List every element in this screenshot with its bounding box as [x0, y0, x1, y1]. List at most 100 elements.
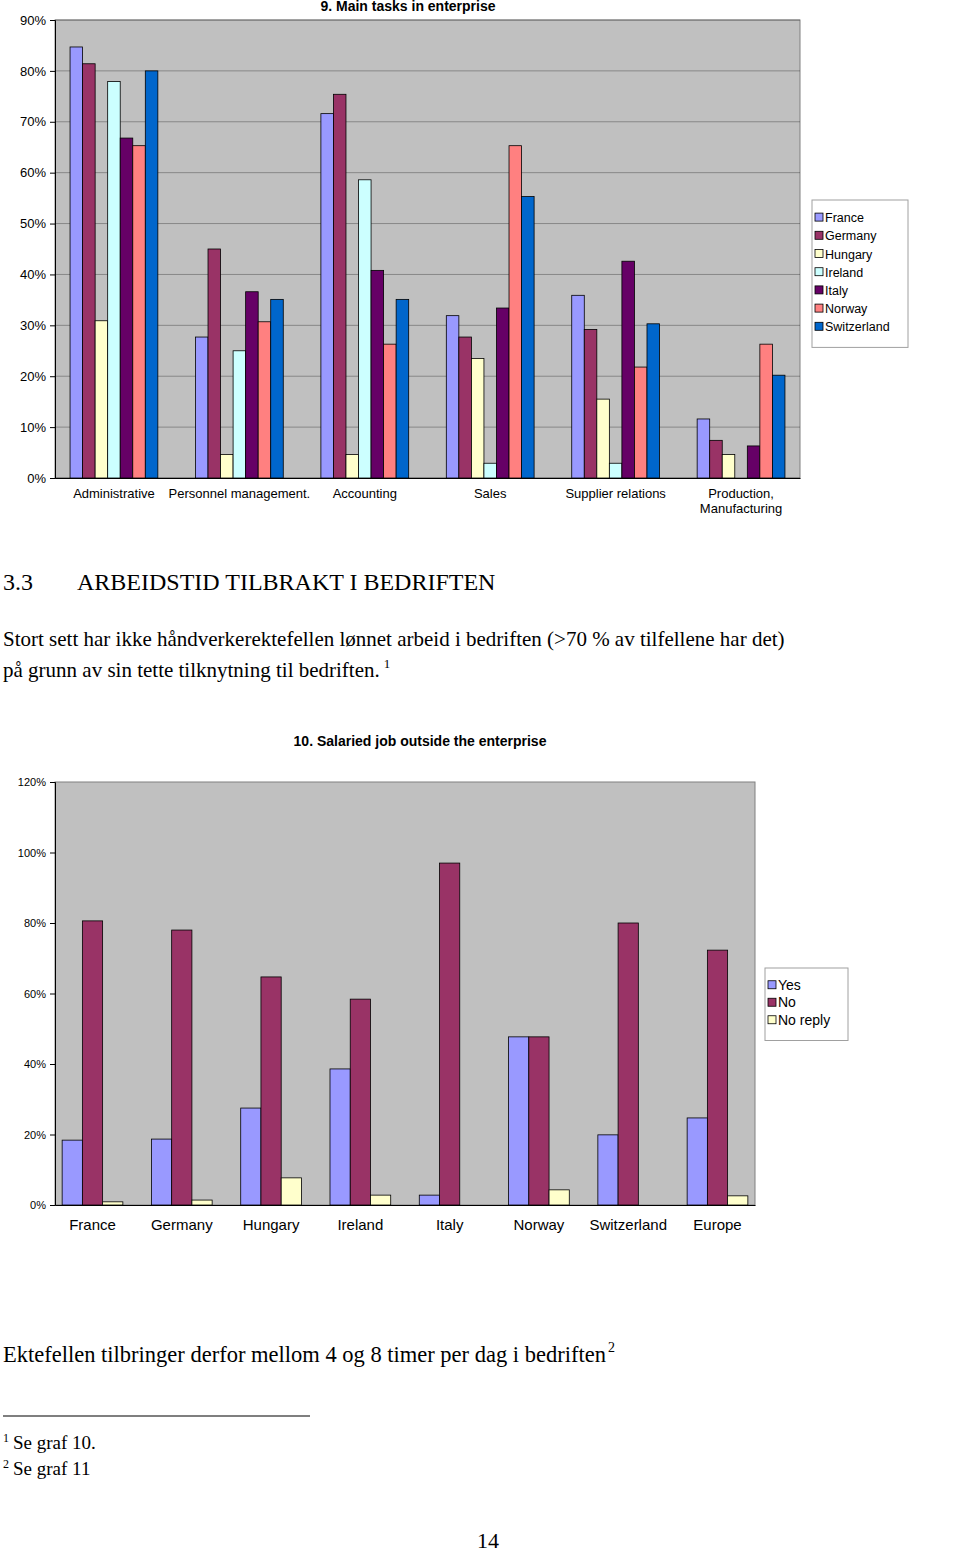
bars: [62, 863, 748, 1205]
bar: [70, 47, 83, 478]
bar: [597, 399, 610, 478]
tick-label: 30%: [20, 318, 46, 333]
legend-label: Germany: [825, 229, 877, 243]
legend-label: Norway: [825, 302, 868, 316]
legend-swatch: [768, 998, 776, 1006]
tick-mark: [50, 71, 55, 72]
legend-label: No reply: [778, 1012, 830, 1028]
tick: 90%: [20, 13, 55, 28]
tick-mark: [50, 427, 55, 428]
bar: [83, 64, 96, 478]
tick: 60%: [24, 988, 55, 1000]
tick: 20%: [20, 369, 55, 384]
bar: [246, 292, 259, 478]
tick-label: 60%: [24, 988, 46, 1000]
grid-line: [55, 223, 800, 224]
tick-mark: [50, 376, 55, 377]
legend-label: France: [825, 211, 864, 225]
y-axis: 0%20%40%60%80%100%120%: [18, 776, 56, 1211]
bar: [647, 324, 660, 478]
tick: Personnel management.: [169, 486, 311, 501]
tick: Administrative: [73, 486, 155, 501]
tick-label: Supplier relations: [565, 486, 666, 501]
bar: [95, 321, 108, 478]
tick: Norway: [513, 1216, 564, 1233]
x-axis: Administrative Personnel management. Accou…: [56, 479, 801, 517]
paragraph-line: på grunn av sin tette tilknytning til be…: [3, 656, 390, 682]
tick-label: 40%: [20, 267, 46, 282]
bar: [549, 1190, 569, 1205]
chart: 0%20%40%60%80%100%120%FranceGermanyHunga…: [18, 733, 848, 1233]
bar: [281, 1178, 301, 1205]
x-axis: FranceGermanyHungaryIrelandItalyNorwaySw…: [56, 1206, 756, 1233]
grid-line: [55, 20, 800, 21]
bar: [584, 329, 597, 478]
tick-label-line: Manufacturing: [700, 501, 782, 516]
tick: 30%: [20, 318, 55, 333]
tick-mark: [50, 1064, 55, 1065]
bar: [151, 1139, 171, 1205]
footnote-rule: [3, 1415, 310, 1416]
tick-label: Sales: [474, 486, 507, 501]
tick-label: 70%: [20, 114, 46, 129]
paragraph-line: Stort sett har ikke håndverkerektefellen…: [3, 627, 785, 651]
tick-label: Italy: [436, 1216, 464, 1233]
bar: [321, 114, 334, 478]
bar: [333, 94, 346, 478]
page-number: 14: [477, 1528, 499, 1552]
bar: [192, 1200, 212, 1205]
tick: 20%: [24, 1129, 55, 1141]
tick: Accounting: [333, 486, 397, 501]
bar: [103, 1202, 123, 1205]
tick-label: Switzerland: [589, 1216, 667, 1233]
bar: [634, 367, 647, 478]
tick-label: 40%: [24, 1058, 46, 1070]
bar: [419, 1195, 439, 1205]
tick-label: 0%: [30, 1199, 46, 1211]
legend-swatch: [815, 304, 823, 312]
tick: 100%: [18, 847, 55, 859]
legend-box: [812, 200, 908, 347]
bar: [529, 1037, 549, 1205]
legend-swatch: [768, 1016, 776, 1024]
legend-swatch: [815, 250, 823, 258]
footnote: 1Se graf 10.: [3, 1431, 96, 1453]
bar: [638, 1205, 658, 1206]
footnote-text: Se graf 11: [13, 1458, 90, 1479]
tick-label: 60%: [20, 165, 46, 180]
tick-label: 100%: [18, 847, 46, 859]
tick: 50%: [20, 216, 55, 231]
bar: [396, 299, 409, 478]
tick-mark: [50, 782, 55, 783]
legend-label: Yes: [778, 977, 801, 993]
tick-label: 10%: [20, 420, 46, 435]
tick: 120%: [18, 776, 55, 788]
tick: Production,Manufacturing: [700, 486, 782, 516]
tick-label: 50%: [20, 216, 46, 231]
bar: [496, 308, 509, 478]
axis-line: [50, 783, 56, 1206]
tick: France: [69, 1216, 116, 1233]
tick-label: Europe: [693, 1216, 741, 1233]
grid-line: [55, 376, 800, 377]
chart: 0%10%20%30%40%50%60%70%80%90%Administrat…: [20, 0, 908, 516]
tick: 40%: [20, 267, 55, 282]
tick-label: Norway: [513, 1216, 564, 1233]
tick-label: 20%: [20, 369, 46, 384]
footnote-ref: 2: [608, 1340, 615, 1355]
bar: [572, 295, 585, 478]
footnote-text: Se graf 10.: [13, 1432, 96, 1453]
grid-line: [55, 121, 800, 122]
bar: [133, 146, 146, 478]
tick-mark: [50, 1135, 55, 1136]
bar: [82, 921, 102, 1205]
bar: [484, 463, 497, 478]
bar: [172, 930, 192, 1205]
tick: Supplier relations: [565, 486, 666, 501]
plot-area: [55, 782, 755, 1205]
legend-box: [765, 968, 848, 1041]
bar: [371, 270, 384, 478]
chart-title: 9. Main tasks in enterprise: [320, 0, 495, 14]
bar: [108, 82, 121, 478]
sentence-text: Ektefellen tilbringer derfor mellom 4 og…: [3, 1342, 606, 1367]
